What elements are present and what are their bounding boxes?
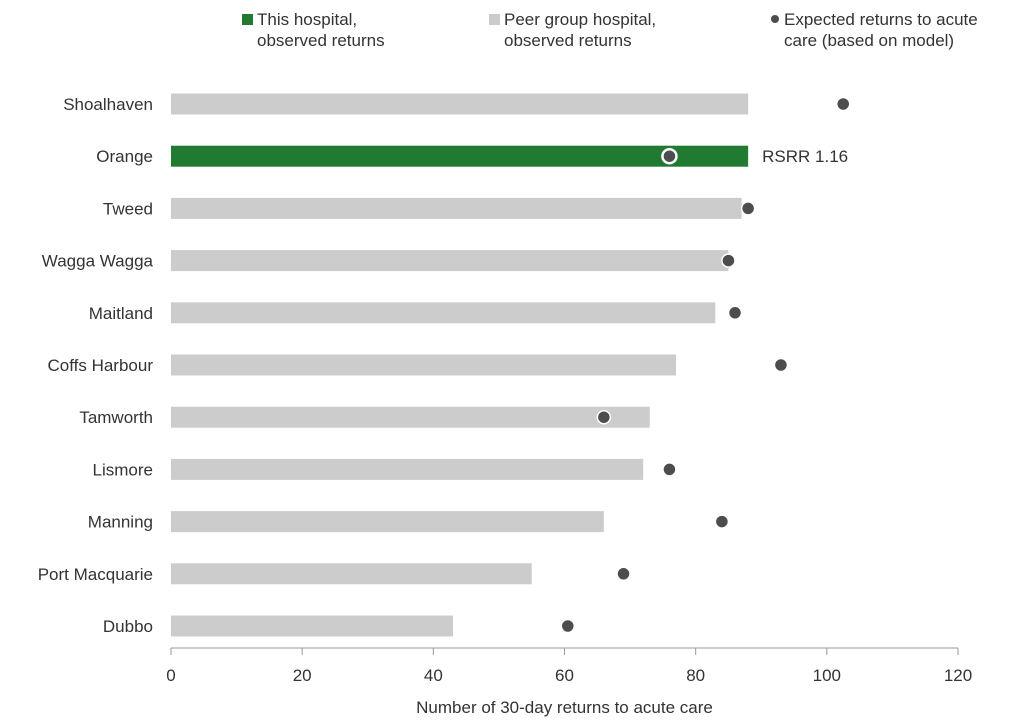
expected-dot-dubbo: [560, 618, 576, 634]
bar-tamworth: [171, 406, 650, 428]
category-label-manning: Manning: [88, 513, 153, 532]
x-tick-label-120: 120: [944, 666, 972, 685]
expected-dot-tweed: [740, 201, 756, 216]
x-tick-label-20: 20: [293, 666, 312, 685]
bar-maitland: [171, 302, 716, 324]
legend-label-peer-group: Peer group hospital, observed returns: [504, 10, 657, 50]
category-label-port-macquarie: Port Macquarie: [38, 565, 153, 584]
expected-dot-orange: [661, 147, 678, 165]
legend-label-expected-returns: Expected returns to acute care (based on…: [784, 10, 978, 50]
expected-dot-coffs-harbour: [773, 357, 789, 373]
bar-port-macquarie: [171, 563, 532, 585]
x-tick-label-0: 0: [166, 666, 175, 685]
category-label-wagga-wagga: Wagga Wagga: [42, 252, 154, 271]
expected-dot-tamworth: [596, 409, 612, 425]
legend-swatch-this-hospital: [242, 14, 253, 25]
category-label-orange: Orange: [96, 147, 153, 166]
category-label-shoalhaven: Shoalhaven: [63, 95, 153, 114]
annotation-orange: RSRR 1.16: [762, 147, 848, 166]
legend-item-peer-group: Peer group hospital, observed returns: [489, 9, 656, 51]
category-label-tweed: Tweed: [103, 199, 153, 218]
bar-manning: [171, 511, 604, 533]
expected-dot-maitland: [727, 305, 743, 321]
expected-dot-shoalhaven: [835, 96, 851, 112]
bar-dubbo: [171, 615, 454, 637]
expected-dot-lismore: [662, 462, 677, 477]
legend-swatch-peer-group: [489, 14, 500, 25]
legend-marker-expected-returns: [771, 15, 779, 23]
x-tick-label-40: 40: [424, 666, 443, 685]
legend-item-expected-returns: Expected returns to acute care (based on…: [771, 9, 978, 51]
legend-label-this-hospital: This hospital, observed returns: [257, 10, 385, 50]
category-label-lismore: Lismore: [93, 460, 153, 479]
bar-lismore: [171, 458, 644, 480]
bar-orange: [171, 145, 749, 167]
legend-item-this-hospital: This hospital, observed returns: [242, 9, 385, 51]
category-label-tamworth: Tamworth: [79, 408, 153, 427]
x-axis-title: Number of 30-day returns to acute care: [416, 698, 713, 717]
bar-shoalhaven: [171, 93, 749, 115]
bar-coffs-harbour: [171, 354, 676, 376]
expected-dot-port-macquarie: [616, 566, 631, 582]
category-label-coffs-harbour: Coffs Harbour: [47, 356, 153, 375]
category-label-dubbo: Dubbo: [103, 617, 153, 636]
x-tick-label-80: 80: [686, 666, 705, 685]
expected-dot-manning: [714, 514, 730, 529]
bar-tweed: [171, 197, 742, 219]
category-label-maitland: Maitland: [89, 304, 153, 323]
x-tick-label-60: 60: [555, 666, 574, 685]
chart-legend: This hospital, observed returns Peer gro…: [0, 0, 1033, 70]
bar-wagga-wagga: [171, 250, 729, 272]
x-tick-label-100: 100: [813, 666, 841, 685]
expected-dot-wagga-wagga: [721, 253, 736, 268]
